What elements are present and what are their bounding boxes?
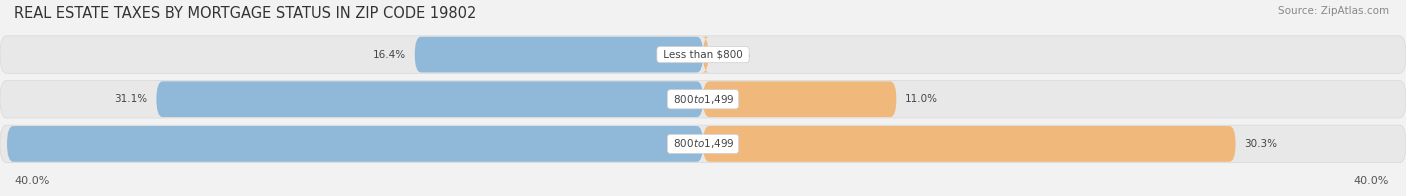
Text: Less than $800: Less than $800 [659,50,747,60]
Text: Source: ZipAtlas.com: Source: ZipAtlas.com [1278,6,1389,16]
Text: 31.1%: 31.1% [114,94,148,104]
FancyBboxPatch shape [415,37,703,73]
FancyBboxPatch shape [156,81,703,117]
Text: 40.0%: 40.0% [1354,176,1389,186]
FancyBboxPatch shape [702,37,710,73]
FancyBboxPatch shape [0,36,1406,73]
Text: $800 to $1,499: $800 to $1,499 [671,137,735,150]
Text: 40.0%: 40.0% [14,176,49,186]
Text: $800 to $1,499: $800 to $1,499 [671,93,735,106]
Text: 0.31%: 0.31% [717,50,751,60]
FancyBboxPatch shape [0,81,1406,118]
FancyBboxPatch shape [0,125,1406,163]
Text: REAL ESTATE TAXES BY MORTGAGE STATUS IN ZIP CODE 19802: REAL ESTATE TAXES BY MORTGAGE STATUS IN … [14,6,477,21]
Text: 11.0%: 11.0% [905,94,938,104]
FancyBboxPatch shape [703,81,897,117]
FancyBboxPatch shape [703,126,1236,162]
Text: 16.4%: 16.4% [373,50,406,60]
Text: 30.3%: 30.3% [1244,139,1277,149]
FancyBboxPatch shape [7,126,703,162]
